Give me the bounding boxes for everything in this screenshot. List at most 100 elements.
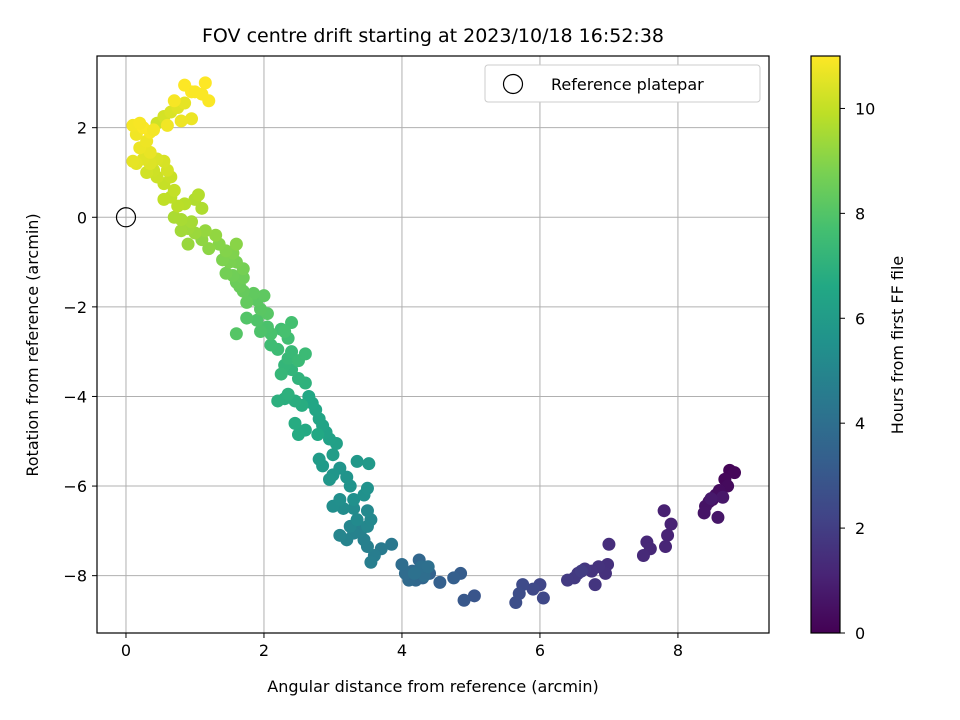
data-point	[385, 537, 399, 551]
data-point	[364, 555, 378, 569]
colorbar-tick-label: 6	[855, 309, 865, 328]
legend-box	[484, 64, 761, 103]
legend-marker-icon	[502, 73, 524, 95]
y-tick-label: −4	[63, 387, 87, 406]
colorbar-tick-label: 10	[855, 99, 875, 118]
data-point	[271, 394, 285, 408]
data-point	[291, 372, 305, 386]
data-point	[254, 325, 268, 339]
x-axis-label: Angular distance from reference (arcmin)	[267, 677, 598, 696]
data-point	[178, 96, 192, 110]
colorbar-tick-label: 4	[855, 414, 865, 433]
data-point	[219, 266, 233, 280]
data-point	[198, 76, 212, 90]
data-point	[285, 316, 299, 330]
data-point	[240, 295, 254, 309]
data-point	[257, 289, 271, 303]
data-point	[167, 183, 181, 197]
data-point	[664, 517, 678, 531]
data-point	[602, 537, 616, 551]
data-point	[167, 210, 181, 224]
data-point	[167, 94, 181, 108]
data-point	[697, 506, 711, 520]
data-point	[433, 575, 447, 589]
reference-platepar-marker	[115, 207, 137, 228]
data-point	[171, 199, 185, 213]
data-point	[407, 566, 421, 580]
data-point	[333, 493, 347, 507]
colorbar-tick-label: 8	[855, 204, 865, 223]
data-point	[209, 228, 223, 242]
data-point	[350, 454, 364, 468]
data-point	[467, 589, 481, 603]
data-point	[340, 470, 354, 484]
data-point	[157, 192, 171, 206]
chart-title: FOV centre drift starting at 2023/10/18 …	[202, 25, 664, 47]
data-point	[588, 578, 602, 592]
data-point	[711, 510, 725, 524]
data-point	[728, 466, 742, 480]
data-point	[360, 481, 374, 495]
data-point	[347, 501, 361, 515]
data-point	[250, 313, 264, 327]
x-axis-ticks: 0 2 4 6 8	[121, 633, 683, 660]
data-point	[509, 596, 523, 610]
data-point	[229, 327, 243, 341]
data-point	[188, 85, 202, 99]
data-point	[285, 345, 299, 359]
data-point	[704, 492, 718, 506]
x-tick-label: 4	[397, 641, 407, 660]
y-axis-label: Rotation from reference (arcmin)	[23, 213, 42, 476]
data-point	[536, 591, 550, 605]
data-point	[229, 237, 243, 251]
reference-marker-group	[115, 207, 137, 228]
legend: Reference platepar	[484, 64, 761, 103]
data-points	[126, 76, 742, 610]
colorbar-ticks: 0 2 4 6 8 10	[840, 99, 875, 643]
data-point	[185, 215, 199, 229]
data-point	[360, 504, 374, 518]
data-point	[716, 490, 730, 504]
data-point	[126, 154, 140, 168]
data-point	[657, 504, 671, 518]
y-tick-label: 2	[77, 119, 87, 138]
data-point	[240, 311, 254, 325]
colorbar-label: Hours from first FF file	[888, 256, 907, 435]
y-tick-label: 0	[77, 208, 87, 227]
data-point	[311, 428, 325, 442]
data-point	[333, 528, 347, 542]
data-point	[291, 428, 305, 442]
data-point	[195, 201, 209, 215]
y-tick-label: −8	[63, 567, 87, 586]
data-point	[302, 389, 316, 403]
y-tick-label: −6	[63, 477, 87, 496]
colorbar-tick-label: 2	[855, 519, 865, 538]
plot-area-frame	[96, 55, 770, 634]
data-point	[421, 560, 435, 574]
data-point	[174, 224, 188, 238]
data-point	[278, 325, 292, 339]
data-point	[395, 557, 409, 571]
data-point	[143, 145, 157, 159]
data-point	[198, 224, 212, 238]
data-point	[160, 118, 174, 132]
data-point	[457, 593, 471, 607]
data-point	[347, 493, 361, 507]
data-point	[323, 472, 337, 486]
data-point	[281, 387, 295, 401]
data-point	[133, 116, 147, 130]
y-axis-ticks: −8 −6 −4 −2 0 2	[63, 119, 97, 586]
data-point	[659, 540, 673, 554]
data-point	[174, 114, 188, 128]
x-tick-label: 0	[121, 641, 131, 660]
data-point	[636, 548, 650, 562]
colorbar-gradient	[810, 55, 841, 634]
data-point	[147, 123, 161, 137]
data-point	[661, 528, 675, 542]
data-point	[447, 571, 461, 585]
data-point	[574, 564, 588, 578]
colorbar: 0 2 4 6 8 10 Hours from first FF file	[810, 55, 907, 643]
data-point	[191, 188, 205, 202]
data-point	[350, 513, 364, 527]
data-point	[326, 448, 340, 462]
